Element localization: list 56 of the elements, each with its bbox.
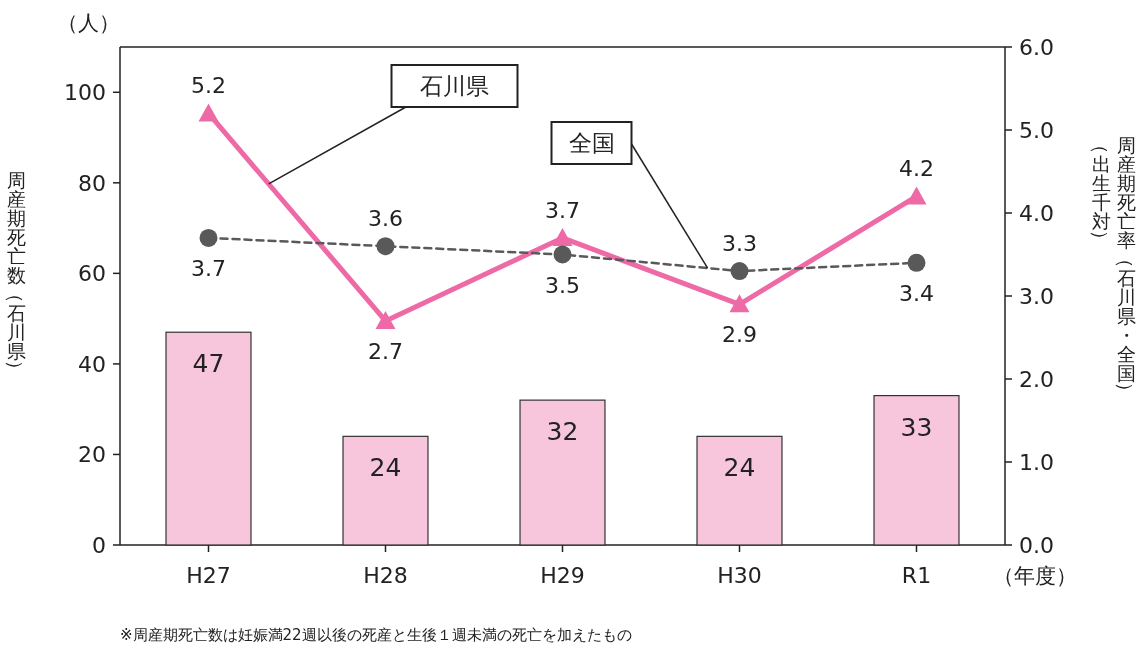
y2-tick-label: 2.0 [1019, 367, 1054, 392]
point [199, 228, 218, 247]
data-label: 47 [192, 349, 225, 379]
data-label: 24 [723, 453, 756, 483]
point [553, 245, 572, 264]
data-label: 2.7 [368, 338, 403, 364]
text: 周産期死亡率（石川県・全国） [1115, 133, 1138, 401]
y2-tick-label: 3.0 [1019, 284, 1054, 309]
text: （出生千対） [1090, 135, 1113, 249]
data-label: 5.2 [191, 73, 226, 99]
text: 全国 [568, 130, 615, 156]
data-label: 33 [900, 412, 933, 442]
text: ※周産期死亡数は妊娠満22週以後の死産と生後１週未満の死亡を加えたもの [120, 626, 632, 644]
bar [873, 395, 960, 546]
data-label: 3.3 [722, 231, 757, 257]
y-tick-label: 0 [92, 533, 106, 558]
data-label: 3.6 [368, 206, 403, 232]
point [907, 253, 926, 272]
y-tick-label: 60 [78, 261, 106, 287]
bar [696, 435, 783, 546]
data-label: 32 [546, 417, 579, 447]
point [729, 294, 750, 313]
text: （年度） [993, 564, 1077, 588]
data-label: 3.7 [191, 255, 226, 281]
point [730, 262, 749, 281]
bar [519, 399, 606, 546]
data-label: 4.2 [899, 156, 934, 182]
data-label: 3.7 [545, 197, 580, 223]
y2-tick-label: 5.0 [1019, 118, 1054, 143]
point [375, 310, 396, 329]
y-tick-label: 80 [78, 170, 106, 196]
x-tick-label: H29 [540, 563, 585, 588]
text: 周産期死亡数（石川県） [5, 168, 28, 379]
point [906, 186, 927, 205]
point [198, 103, 219, 122]
data-label: 3.4 [899, 280, 934, 306]
bar [342, 435, 429, 546]
data-label: 24 [369, 453, 402, 483]
bar [165, 331, 252, 546]
y2-tick-label: 0.0 [1019, 533, 1054, 558]
y-tick-label: 20 [78, 442, 106, 468]
text: （人） [56, 11, 120, 35]
x-tick-label: H30 [717, 563, 762, 588]
data-label: 3.5 [545, 272, 580, 298]
y-tick-label: 40 [78, 351, 106, 377]
y2-tick-label: 6.0 [1019, 35, 1054, 60]
x-tick-label: H28 [363, 563, 408, 588]
text: 石川県 [420, 73, 489, 99]
point [376, 237, 395, 256]
point [552, 227, 573, 246]
y2-tick-label: 4.0 [1019, 201, 1054, 226]
y-tick-label: 100 [64, 80, 106, 106]
x-tick-label: R1 [901, 563, 932, 588]
y2-tick-label: 1.0 [1019, 450, 1054, 475]
data-label: 2.9 [722, 322, 757, 348]
x-tick-label: H27 [186, 563, 231, 588]
